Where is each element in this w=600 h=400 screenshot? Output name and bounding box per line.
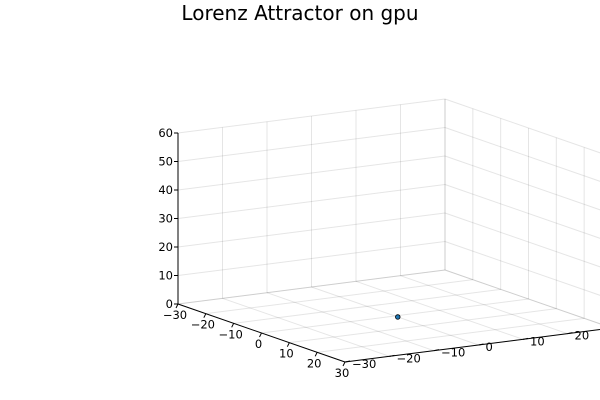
- y-tick-label: 10: [530, 334, 545, 348]
- y-tick-label: −10: [441, 346, 465, 360]
- grid-line-z-backwall: [445, 185, 600, 243]
- x-tick-label: 20: [307, 356, 322, 370]
- chart-title: Lorenz Attractor on gpu: [181, 1, 418, 25]
- x-tick-label: 0: [255, 337, 262, 351]
- z-tick-label: 20: [158, 240, 173, 254]
- x-tick-label: −20: [191, 318, 215, 332]
- data-points: [395, 315, 400, 320]
- grid-lines: [178, 99, 600, 362]
- y-tick-label: −20: [397, 351, 421, 365]
- z-tick-label: 60: [158, 126, 173, 140]
- z-tick-label: 30: [158, 212, 173, 226]
- z-tick-label: 50: [158, 155, 173, 169]
- y-tick-label: −30: [352, 357, 376, 371]
- y-tick-label: 20: [575, 329, 590, 343]
- grid-line-z-backwall: [445, 242, 600, 300]
- x-tick-label: 30: [335, 366, 350, 380]
- z-tick-label: 40: [158, 183, 173, 197]
- z-tick-label: 10: [158, 269, 173, 283]
- z-tick-label: 0: [166, 297, 173, 311]
- grid-line-z-backwall: [445, 99, 600, 157]
- y-tick-label: 0: [486, 340, 493, 354]
- grid-line-z-backwall: [445, 156, 600, 214]
- grid-line-z-backwall: [445, 213, 600, 271]
- x-tick-label: 10: [279, 347, 294, 361]
- data-point: [395, 315, 400, 320]
- grid-line-z-backwall: [445, 128, 600, 186]
- x-tick-label: −10: [219, 327, 243, 341]
